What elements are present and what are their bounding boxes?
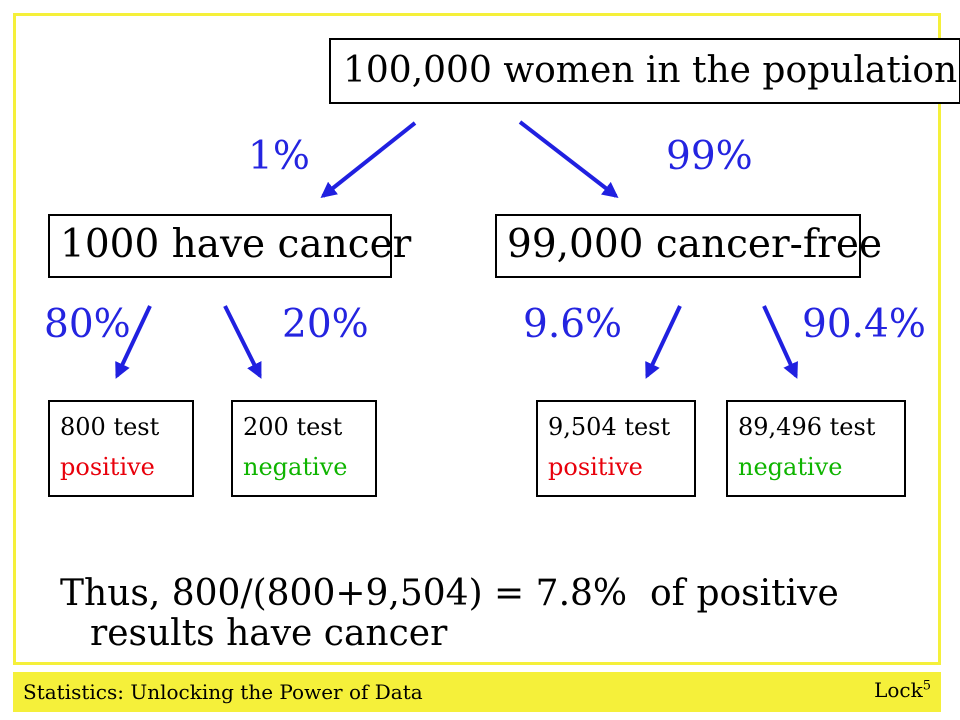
footer-author-sup: 5 [922, 678, 931, 694]
leaf-9504-test-positive: 9,504 test positive [536, 400, 696, 497]
leaf-line1: 89,496 test [738, 413, 876, 441]
slide-frame [13, 13, 941, 665]
leaf-line2: negative [738, 453, 843, 481]
pct-true-positive: 80% [44, 302, 131, 347]
pct-false-positive: 9.6% [523, 302, 623, 347]
conclusion-line1: Thus, 800/(800+9,504) = 7.8% of positive [60, 573, 839, 614]
leaf-89496-test-negative: 89,496 test negative [726, 400, 906, 497]
arrow-to-9504-positive [645, 305, 682, 379]
arrow-to-cancer-free [518, 120, 619, 198]
pct-cancer-free: 99% [666, 134, 753, 179]
arrow-to-89496-negative [762, 305, 798, 379]
have-cancer-box: 1000 have cancer [48, 214, 411, 278]
arrow-to-800-positive [115, 305, 152, 379]
leaf-line2: positive [60, 453, 155, 481]
leaf-200-test-negative: 200 test negative [231, 400, 377, 497]
pct-false-negative: 20% [282, 302, 369, 347]
leaf-line1: 800 test [60, 413, 160, 441]
leaf-line2: positive [548, 453, 643, 481]
footer-bar: Statistics: Unlocking the Power of Data … [13, 672, 941, 712]
conclusion-text: Thus, 800/(800+9,504) = 7.8% of positive… [60, 574, 839, 654]
leaf-line2: negative [243, 453, 348, 481]
footer-author-name: Lock [874, 678, 923, 702]
leaf-800-test-positive: 800 test positive [48, 400, 194, 497]
arrow-to-200-negative [223, 305, 262, 379]
pct-true-negative: 90.4% [802, 302, 926, 347]
arrow-to-cancer [320, 121, 417, 198]
leaf-line1: 9,504 test [548, 413, 671, 441]
population-box: 100,000 women in the population [329, 38, 960, 104]
conclusion-line2: results have cancer [90, 613, 448, 654]
cancer-free-box: 99,000 cancer-free [495, 214, 882, 278]
footer-author: Lock5 [874, 678, 931, 702]
footer-title: Statistics: Unlocking the Power of Data [23, 680, 423, 704]
leaf-line1: 200 test [243, 413, 343, 441]
pct-cancer: 1% [248, 134, 310, 179]
